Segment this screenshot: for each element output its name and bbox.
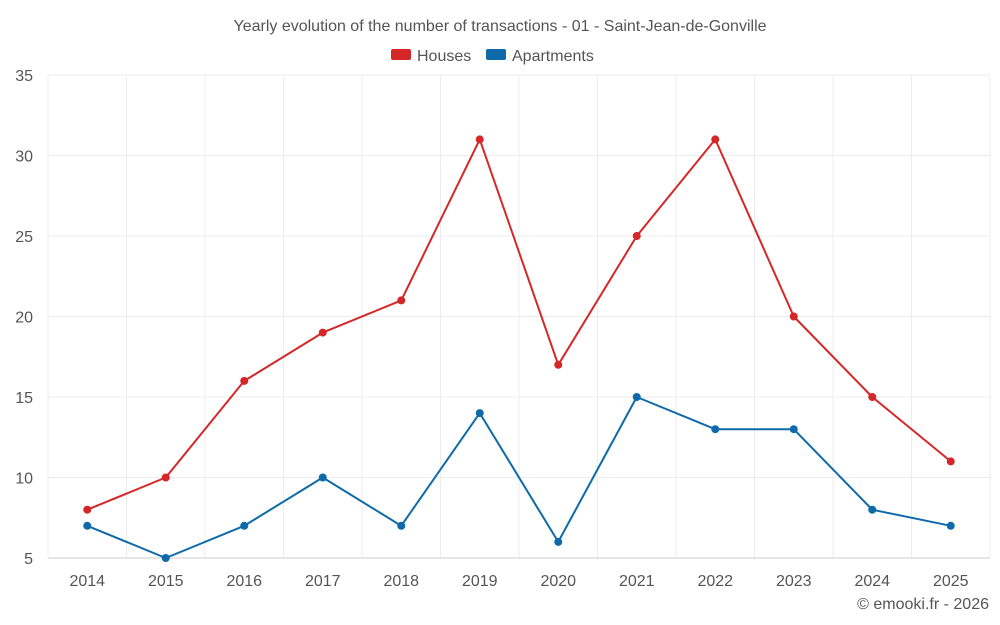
series [83,135,955,562]
data-point-apartments-2014[interactable] [83,521,92,530]
data-point-houses-2017[interactable] [318,328,327,337]
x-tick-label: 2022 [697,573,733,590]
y-tick-label: 15 [15,390,33,407]
data-point-apartments-2017[interactable] [318,473,327,482]
data-point-houses-2022[interactable] [711,135,720,144]
y-tick-label: 30 [15,149,33,166]
legend: Houses Apartments [391,48,594,65]
x-tick-label: 2015 [148,573,184,590]
series-line-houses [86,138,952,511]
data-point-apartments-2019[interactable] [475,409,484,418]
y-tick-label: 35 [15,68,33,85]
legend-swatch-houses [391,49,411,60]
data-point-apartments-2015[interactable] [161,554,170,562]
x-tick-label: 2018 [383,573,419,590]
series-line-apartments [86,396,951,559]
data-point-houses-2014[interactable] [83,505,92,514]
data-point-apartments-2018[interactable] [397,521,406,530]
data-point-houses-2015[interactable] [161,473,170,482]
data-point-apartments-2024[interactable] [868,505,877,514]
x-tick-label: 2019 [462,573,498,590]
data-point-apartments-2025[interactable] [946,521,955,530]
legend-label-apartments[interactable]: Apartments [512,48,594,65]
credit-text: © emooki.fr - 2026 [857,596,989,613]
legend-label-houses[interactable]: Houses [417,48,471,65]
y-tick-label: 20 [15,310,33,327]
x-tick-label: 2017 [305,573,341,590]
x-tick-label: 2021 [619,573,655,590]
x-tick-label: 2016 [226,573,262,590]
x-tick-label: 2014 [69,573,105,590]
y-tick-label: 10 [15,471,33,488]
legend-swatch-apartments [486,49,506,60]
chart-title: Yearly evolution of the number of transa… [233,18,766,35]
data-point-houses-2023[interactable] [789,312,798,321]
x-tick-label: 2020 [540,573,576,590]
data-point-apartments-2020[interactable] [554,537,563,546]
y-tick-label: 5 [24,551,33,568]
data-point-houses-2019[interactable] [475,135,484,144]
data-point-apartments-2016[interactable] [240,521,249,530]
data-point-houses-2018[interactable] [397,296,406,305]
data-point-houses-2025[interactable] [946,457,955,466]
data-point-apartments-2023[interactable] [789,425,798,434]
y-tick-label: 25 [15,229,33,246]
x-tick-label: 2023 [776,573,812,590]
data-point-houses-2021[interactable] [632,232,641,240]
data-point-apartments-2022[interactable] [711,425,720,434]
data-point-apartments-2021[interactable] [632,393,641,401]
x-tick-label: 2024 [854,573,890,590]
x-tick-label: 2025 [933,573,969,590]
data-point-houses-2020[interactable] [554,360,563,369]
data-point-houses-2016[interactable] [240,376,249,385]
data-point-houses-2024[interactable] [868,393,877,401]
